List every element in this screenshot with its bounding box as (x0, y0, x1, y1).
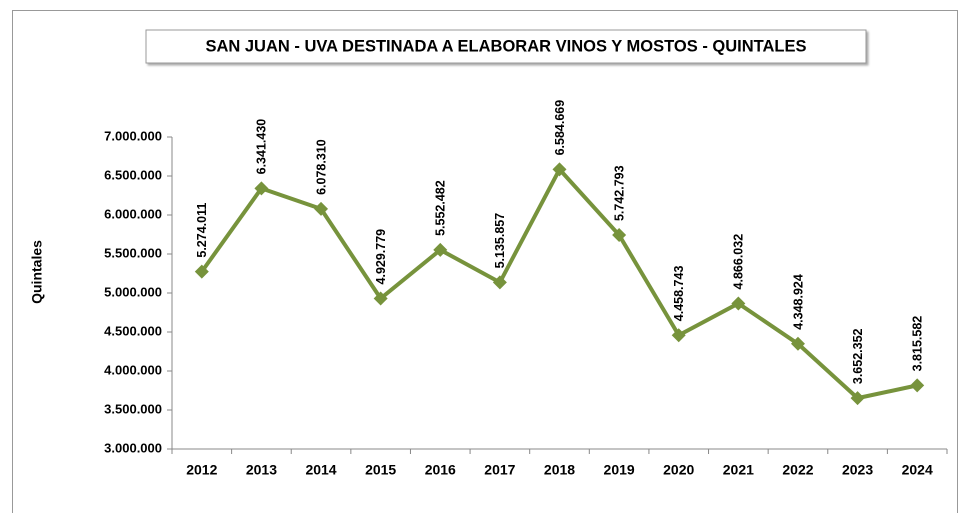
data-label: 3.815.582 (910, 316, 924, 372)
data-label: 6.078.310 (314, 139, 328, 195)
x-tick-label: 2023 (842, 462, 873, 478)
x-tick-label: 2020 (663, 462, 694, 478)
y-tick-label: 3.500.000 (104, 401, 162, 416)
marker (433, 242, 448, 257)
data-label: 3.652.352 (851, 328, 865, 384)
data-label: 4.458.743 (672, 266, 686, 322)
marker (612, 228, 627, 243)
x-tick-label: 2021 (723, 462, 754, 478)
y-axis-label: Quintales (29, 240, 45, 304)
title-box (145, 29, 867, 64)
y-tick-label: 3.000.000 (104, 440, 162, 455)
marker (671, 328, 686, 343)
y-tick-label: 6.500.000 (104, 167, 162, 182)
x-tick-label: 2018 (544, 462, 575, 478)
y-tick-label: 5.500.000 (104, 245, 162, 260)
marker (552, 162, 567, 177)
marker (731, 296, 746, 311)
data-label: 5.552.482 (434, 180, 448, 236)
data-label: 4.929.779 (374, 229, 388, 285)
marker (254, 181, 269, 196)
data-label: 5.135.857 (493, 213, 507, 269)
y-tick-label: 7.000.000 (104, 128, 162, 143)
x-tick-label: 2024 (902, 462, 933, 478)
marker (492, 275, 507, 290)
y-tick-label: 6.000.000 (104, 206, 162, 221)
x-tick-label: 2012 (186, 462, 217, 478)
data-label: 5.274.011 (195, 203, 209, 258)
marker (314, 201, 329, 216)
y-tick-label: 5.000.000 (104, 284, 162, 299)
data-label: 4.348.924 (791, 274, 805, 330)
y-tick-label: 4.000.000 (104, 362, 162, 377)
x-tick-label: 2016 (425, 462, 456, 478)
data-label: 4.866.032 (732, 234, 746, 290)
x-tick-label: 2017 (484, 462, 515, 478)
marker (373, 291, 388, 306)
x-tick-label: 2022 (782, 462, 813, 478)
marker (790, 336, 805, 351)
data-label: 6.584.669 (553, 100, 567, 156)
x-tick-label: 2015 (365, 462, 396, 478)
data-label: 6.341.430 (255, 119, 269, 175)
x-tick-label: 2013 (246, 462, 277, 478)
y-tick-label: 4.500.000 (104, 323, 162, 338)
chart-frame (12, 10, 958, 513)
x-tick-label: 2019 (604, 462, 635, 478)
x-tick-label: 2014 (305, 462, 336, 478)
marker (194, 264, 209, 279)
marker (850, 391, 865, 406)
chart-title: SAN JUAN - UVA DESTINADA A ELABORAR VINO… (205, 37, 806, 55)
data-label: 5.742.793 (612, 165, 626, 221)
marker (910, 378, 925, 393)
